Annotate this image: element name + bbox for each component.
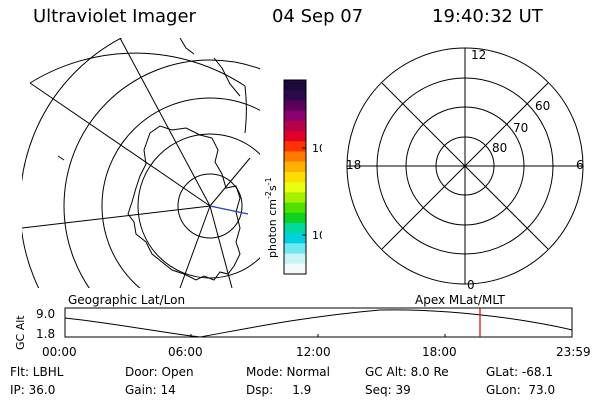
polar-mlat-mlt-panel: 12 18 6 0 60 70 80 [346, 47, 584, 290]
sun-direction-line [209, 205, 249, 215]
colorbar-stripe [284, 161, 306, 173]
dsp-status: Dsp: 1.9 [246, 383, 312, 397]
x-tick-label: 06:00 [168, 345, 203, 359]
meridian-line [22, 205, 211, 229]
polar-meridian [381, 82, 549, 250]
colorbar-stripe [284, 100, 306, 112]
geographic-label: Geographic Lat/Lon [68, 293, 185, 307]
mlt-label-6: 6 [576, 158, 584, 172]
coastline [179, 38, 195, 55]
colorbar-stripe [284, 110, 306, 122]
x-tick-label: 23:59 [556, 345, 591, 359]
apex-label: Apex MLat/MLT [415, 293, 505, 307]
colorbar-stripe [284, 243, 306, 255]
mlat-label-60: 60 [535, 99, 550, 113]
time-label: 19:40:32 UT [432, 6, 543, 27]
lat-circle [63, 59, 260, 288]
colorbar-stripe [284, 120, 306, 132]
colorbar-stripe [284, 212, 306, 224]
colorbar-stripe [284, 141, 306, 152]
colorbar-stripe [284, 182, 306, 193]
colorbar-stripe [284, 202, 306, 214]
mlt-label-18: 18 [346, 158, 361, 172]
glon-status: GLon: 73.0 [486, 383, 556, 397]
meridian-line [119, 38, 211, 207]
geographic-map-panel [22, 38, 260, 288]
coastline [127, 125, 241, 281]
colorbar-stripe [284, 233, 306, 244]
altitude-curve [64, 309, 573, 338]
timeline-frame [64, 307, 573, 338]
colorbar-panel: 100 10 photon cm-2s-1 [264, 79, 322, 275]
mlat-label-70: 70 [513, 121, 528, 135]
colorbar-tick-label: 10 [312, 229, 322, 242]
y-axis-label: GC Alt [14, 315, 27, 350]
svg-text:photon cm-2s-1: photon cm-2s-1 [264, 177, 279, 258]
door-status: Door: Open [125, 365, 194, 379]
mode-status: Mode: Normal [246, 365, 330, 379]
colorbar-gradient [284, 80, 306, 275]
units-s: s [266, 185, 279, 191]
app-title: Ultraviolet Imager [33, 6, 196, 27]
orbit-altitude-timeline: Geographic Lat/Lon Apex MLat/MLT GC Alt … [14, 293, 591, 359]
y-tick-label: 1.8 [36, 327, 55, 341]
y-tick-label: 9.0 [36, 307, 55, 321]
x-tick-label: 12:00 [296, 345, 331, 359]
units-exp2: -1 [264, 177, 273, 185]
date-label: 04 Sep 07 [272, 6, 364, 27]
meridian-line [209, 205, 233, 288]
lat-circle [177, 173, 243, 239]
seq-status: Seq: 39 [365, 383, 411, 397]
projection-boundary [29, 52, 246, 87]
x-ticks [64, 334, 573, 337]
meridian-line [209, 157, 251, 207]
mlat-label-80: 80 [492, 141, 507, 155]
units-text: photon cm [266, 199, 279, 258]
glat-status: GLat: -68.1 [486, 365, 553, 379]
colorbar-tick-label: 100 [312, 142, 322, 155]
colorbar-stripe [284, 151, 306, 163]
mlt-label-12: 12 [471, 48, 486, 62]
x-tick-label: 00:00 [42, 345, 77, 359]
meridian-line [179, 205, 211, 288]
colorbar-stripe [284, 222, 306, 234]
colorbar-stripe [284, 171, 306, 183]
colorbar-stripe [284, 253, 306, 265]
x-tick-label: 18:00 [422, 345, 457, 359]
projection-boundary [244, 85, 247, 134]
colorbar-frame [283, 79, 307, 275]
coastline [57, 155, 65, 161]
gc-alt-status: GC Alt: 8.0 Re [365, 365, 449, 379]
coastline [213, 57, 241, 97]
colorbar-stripe [284, 80, 306, 91]
colorbar-stripe [284, 192, 306, 204]
colorbar-stripe [284, 90, 306, 101]
colorbar-stripe [284, 131, 306, 142]
ip-status: IP: 36.0 [10, 383, 56, 397]
meridian-line [29, 82, 211, 207]
colorbar-stripe [284, 263, 306, 275]
filter-status: Flt: LBHL [10, 365, 64, 379]
svg-text:GC Alt: GC Alt [14, 315, 27, 350]
colorbar-units: photon cm-2s-1 [264, 177, 279, 258]
gain-status: Gain: 14 [125, 383, 176, 397]
mlt-label-0: 0 [467, 278, 475, 290]
units-exp1: -2 [264, 191, 273, 199]
lat-circle [101, 97, 260, 288]
